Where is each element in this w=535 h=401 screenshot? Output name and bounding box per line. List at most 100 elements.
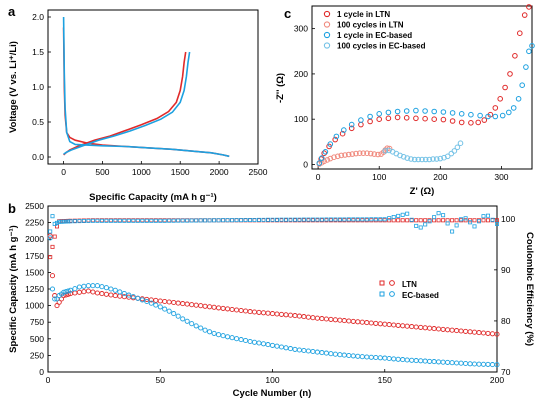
- c-point: [332, 136, 339, 143]
- b-efficiency-point: [185, 218, 190, 223]
- b-efficiency-point: [252, 217, 257, 222]
- b-capacity-point: [99, 291, 105, 297]
- b-capacity-point: [355, 353, 361, 359]
- b-capacity-point: [81, 289, 87, 295]
- b-efficiency-point: [436, 218, 441, 223]
- b-capacity-point: [121, 290, 127, 297]
- c-point: [403, 108, 410, 114]
- panel-c-y-axis-title: -Z'' (Ω): [275, 73, 286, 103]
- b-capacity-point: [319, 316, 325, 322]
- b-capacity-point: [449, 327, 455, 333]
- b-efficiency-point: [472, 224, 477, 229]
- b-capacity-point: [166, 308, 172, 314]
- c-point: [437, 155, 444, 162]
- c-point: [507, 71, 513, 77]
- c-point: [338, 152, 345, 159]
- c-point: [430, 156, 436, 162]
- a-blue-discharge-curve: [62, 16, 230, 158]
- b-capacity-point: [198, 303, 204, 309]
- a-y-tick-label: 2.0: [32, 12, 44, 22]
- c-point: [367, 113, 373, 120]
- b-efficiency-point: [310, 217, 315, 222]
- b-capacity-point: [238, 307, 244, 314]
- b-capacity-point: [220, 305, 226, 311]
- b-capacity-point: [364, 320, 370, 326]
- b-capacity-point: [485, 361, 491, 367]
- b-capacity-point: [471, 329, 478, 335]
- b-efficiency-point: [180, 218, 185, 223]
- b-efficiency-point: [373, 217, 378, 222]
- b-efficiency-point: [230, 218, 235, 223]
- b-efficiency-point: [454, 223, 459, 228]
- b-efficiency-point: [387, 218, 392, 223]
- b-capacity-point: [117, 289, 123, 295]
- a-y-tick-label: 0.0: [32, 152, 44, 162]
- b-efficiency-point: [52, 221, 57, 226]
- b-efficiency-point: [459, 218, 464, 223]
- b-capacity-point: [431, 359, 437, 365]
- c-point: [512, 53, 518, 59]
- b-capacity-point: [364, 354, 370, 360]
- c-point: [477, 112, 483, 119]
- b-efficiency-point: [176, 218, 181, 223]
- b-capacity-point: [198, 325, 204, 331]
- a-x-tick-label: 2000: [210, 167, 229, 177]
- b-efficiency-point: [346, 218, 351, 223]
- c-legend-marker: [323, 10, 331, 18]
- panel-c-plot-frame: [311, 5, 533, 170]
- b-efficiency-point: [369, 217, 374, 222]
- b-efficiency-point: [261, 217, 266, 222]
- b-capacity-point: [400, 357, 406, 363]
- b-efficiency-point: [104, 218, 109, 223]
- panel-b-series: [47, 211, 500, 368]
- b-efficiency-point: [454, 218, 459, 223]
- b-y-tick-label: 500: [30, 334, 44, 344]
- b-capacity-point: [229, 306, 235, 313]
- b-efficiency-point: [364, 217, 369, 222]
- panel-b-axes: 0 50 100 150 2000250500750100012501500175020…: [25, 201, 515, 385]
- b-capacity-point: [337, 317, 343, 323]
- b-capacity-point: [243, 337, 249, 344]
- b-efficiency-point: [463, 216, 468, 221]
- b-capacity-point: [256, 340, 262, 346]
- c-point: [385, 109, 392, 116]
- b-efficiency-point: [81, 218, 86, 223]
- b-efficiency-point: [274, 217, 279, 222]
- c-point: [449, 118, 456, 124]
- b-x-tick-label: 150: [378, 375, 392, 385]
- b-efficiency-point: [445, 221, 450, 226]
- b-capacity-point: [485, 330, 491, 336]
- c-point: [506, 109, 512, 116]
- b-capacity-point: [216, 305, 222, 311]
- b-capacity-point: [494, 362, 500, 368]
- b-capacity-point: [328, 316, 334, 322]
- b-capacity-point: [314, 349, 320, 355]
- c-point: [403, 115, 410, 121]
- c-point: [422, 156, 429, 163]
- b-capacity-point: [94, 283, 100, 289]
- c-point: [457, 140, 464, 146]
- b-efficiency-point: [50, 244, 55, 249]
- b-capacity-point: [103, 285, 109, 291]
- b-capacity-point: [157, 304, 163, 310]
- b-capacity-point: [458, 360, 464, 366]
- b-capacity-point: [112, 293, 118, 299]
- panel-a-series: [62, 16, 230, 158]
- panel-c-impedance: c 0 100 200 300 0 100 200 300 1 cycle in LTN 100…: [275, 4, 535, 197]
- b-efficiency-point: [414, 223, 419, 228]
- b-efficiency-point: [52, 234, 57, 239]
- b-efficiency-point: [414, 218, 419, 223]
- b-efficiency-point: [436, 211, 441, 216]
- b-capacity-point: [180, 301, 186, 307]
- b-capacity-point: [76, 289, 82, 295]
- b-efficiency-point: [57, 219, 62, 224]
- b-capacity-point: [292, 313, 298, 319]
- c-point: [408, 156, 414, 162]
- panel-a-x-axis-title: Specific Capacity (mA h g⁻¹): [89, 192, 217, 203]
- b-capacity-point: [90, 289, 96, 295]
- b-capacity-point: [413, 324, 419, 330]
- c-point: [433, 156, 440, 162]
- c-point: [431, 116, 438, 122]
- b-capacity-point: [377, 321, 383, 327]
- b-capacity-point: [332, 317, 338, 323]
